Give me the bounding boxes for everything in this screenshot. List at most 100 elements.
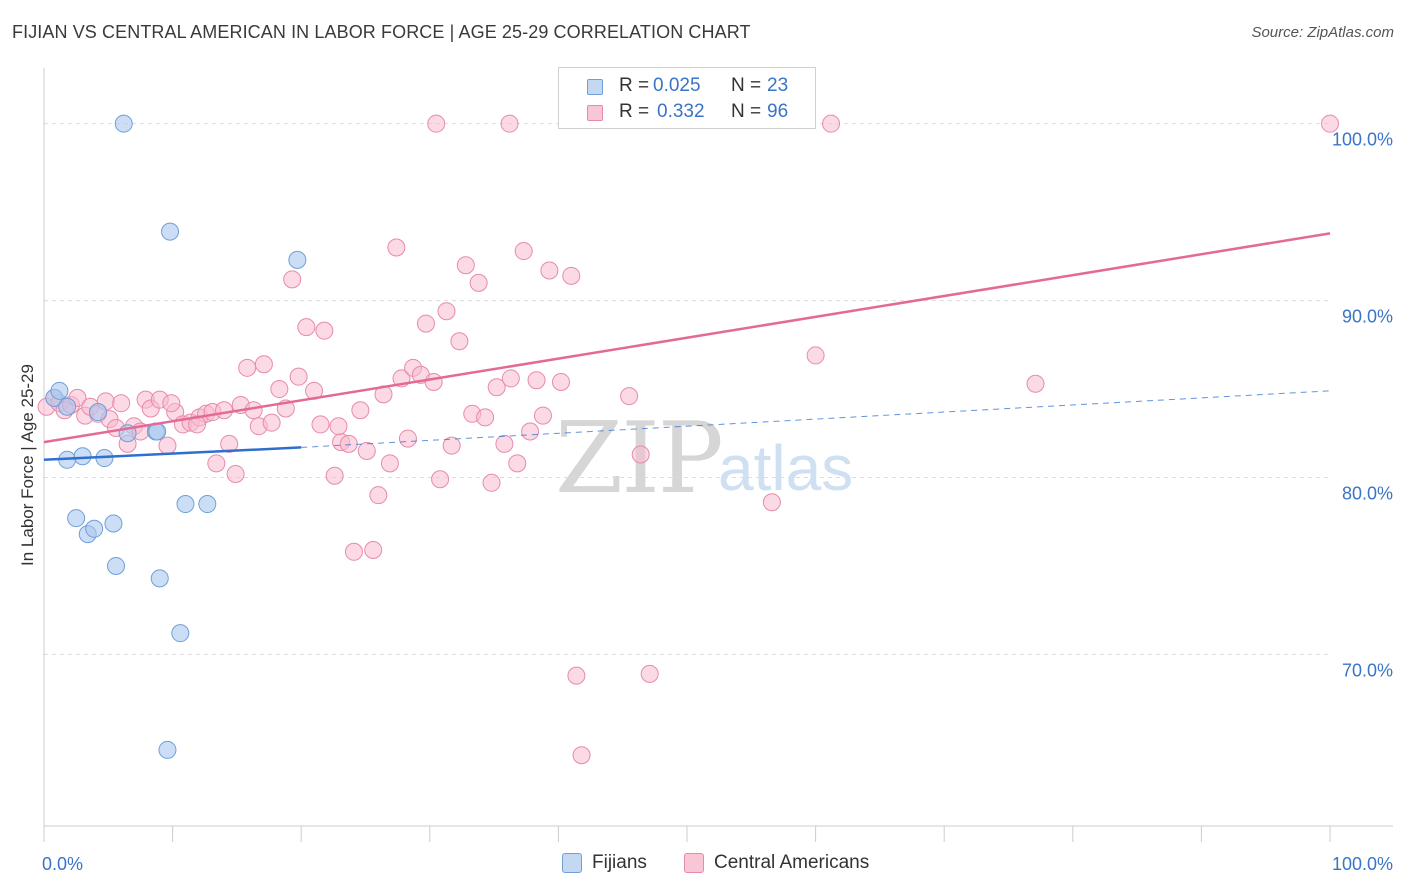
central-american-point bbox=[482, 473, 501, 492]
central-american-point bbox=[344, 542, 363, 561]
fijian-point bbox=[150, 569, 169, 588]
fijian-point bbox=[89, 403, 108, 422]
central-american-point bbox=[514, 242, 533, 261]
central-american-point bbox=[162, 394, 181, 413]
central-american-point bbox=[567, 666, 586, 685]
central-american-point bbox=[369, 486, 388, 505]
fijians-r-value: 0.025 bbox=[653, 75, 701, 96]
central-american-point bbox=[387, 238, 406, 257]
central-american-point bbox=[215, 401, 234, 420]
chart-source: Source: ZipAtlas.com bbox=[1251, 24, 1394, 41]
fijian-point bbox=[67, 509, 86, 528]
legend-r-label: R = bbox=[619, 101, 650, 122]
legend-n-label: N = bbox=[731, 75, 762, 96]
x-tick-labels: 0.0% 100.0% bbox=[42, 854, 1393, 874]
central-american-point bbox=[226, 464, 245, 483]
central-american-point bbox=[1321, 114, 1339, 133]
central-american-point bbox=[469, 273, 488, 292]
central-american-point bbox=[508, 454, 527, 473]
central-american-point bbox=[254, 355, 273, 374]
central-american-point bbox=[427, 114, 446, 133]
fijians-legend-swatch bbox=[562, 853, 582, 873]
bottom-legend-central-americans: Central Americans bbox=[684, 852, 870, 876]
fijians-trend-line bbox=[43, 446, 302, 462]
central-american-point bbox=[112, 394, 131, 413]
fijians-n-value: 23 bbox=[767, 75, 789, 96]
x-tick-label: 0.0% bbox=[42, 854, 83, 874]
central-american-point bbox=[270, 380, 289, 399]
central-american-point bbox=[487, 378, 506, 397]
central-american-point bbox=[364, 541, 383, 560]
central-american-point bbox=[500, 114, 519, 133]
central-american-point bbox=[806, 346, 825, 365]
central-american-point bbox=[442, 436, 461, 455]
central-american-point bbox=[220, 434, 239, 453]
axes bbox=[43, 68, 1393, 842]
central-american-point bbox=[551, 372, 570, 391]
central-american-point bbox=[495, 434, 514, 453]
central-american-point bbox=[1026, 374, 1045, 393]
fijian-point bbox=[288, 250, 307, 269]
central-american-point bbox=[262, 413, 281, 432]
fijian-point bbox=[107, 556, 126, 575]
central-american-point bbox=[762, 493, 781, 512]
central-american-point bbox=[380, 454, 399, 473]
central-american-point bbox=[437, 302, 456, 321]
correlation-legend: R = 0.025 N = 23 R = 0.332 N = 96 bbox=[558, 67, 816, 129]
central-americans-legend-swatch bbox=[684, 853, 704, 873]
central-american-point bbox=[311, 415, 330, 434]
central-american-point bbox=[540, 261, 559, 280]
fijian-point bbox=[158, 740, 177, 759]
x-tick-label: 100.0% bbox=[1332, 854, 1393, 874]
fijian-point bbox=[58, 397, 77, 416]
fijian-point bbox=[171, 624, 190, 643]
central-americans-swatch bbox=[587, 105, 603, 121]
central-american-point bbox=[207, 454, 226, 473]
fijian-point bbox=[114, 114, 133, 133]
central-american-point bbox=[521, 422, 540, 441]
fijian-point bbox=[85, 519, 104, 538]
fijians-points bbox=[45, 114, 307, 759]
central-american-point bbox=[822, 114, 841, 133]
central-american-point bbox=[238, 358, 257, 377]
fijian-point bbox=[176, 495, 195, 514]
central-americans-r-value: 0.332 bbox=[657, 101, 705, 122]
central-american-point bbox=[631, 445, 650, 464]
fijian-point bbox=[50, 381, 69, 400]
central-american-point bbox=[329, 417, 348, 436]
central-american-point bbox=[640, 664, 659, 683]
fijians-legend-label: Fijians bbox=[592, 852, 647, 873]
central-american-point bbox=[158, 436, 177, 455]
bottom-legend-fijians: Fijians bbox=[562, 852, 647, 876]
fijian-point bbox=[104, 514, 123, 533]
central-american-point bbox=[351, 401, 370, 420]
central-american-point bbox=[456, 256, 475, 275]
central-americans-legend-label: Central Americans bbox=[714, 852, 870, 873]
central-americans-points bbox=[37, 114, 1339, 765]
central-americans-trend-line bbox=[43, 232, 1331, 444]
central-american-point bbox=[325, 466, 344, 485]
central-american-point bbox=[188, 415, 207, 434]
y-axis-label: In Labor Force | Age 25-29 bbox=[18, 364, 37, 566]
central-american-point bbox=[297, 318, 316, 337]
central-american-point bbox=[620, 387, 639, 406]
fijians-trend-line-extension bbox=[301, 390, 1331, 448]
watermark-atlas: atlas bbox=[718, 432, 853, 504]
central-american-point bbox=[416, 314, 435, 333]
y-tick-label: 100.0% bbox=[1332, 130, 1393, 150]
y-tick-label: 70.0% bbox=[1342, 660, 1393, 680]
chart-title: FIJIAN VS CENTRAL AMERICAN IN LABOR FORC… bbox=[12, 22, 751, 42]
central-american-point bbox=[527, 371, 546, 390]
central-american-point bbox=[339, 434, 358, 453]
grid-lines bbox=[44, 123, 1330, 655]
central-american-point bbox=[533, 406, 552, 425]
central-american-point bbox=[357, 441, 376, 460]
fijian-point bbox=[73, 447, 92, 466]
y-tick-label: 90.0% bbox=[1342, 307, 1393, 327]
central-american-point bbox=[476, 408, 495, 427]
central-american-point bbox=[289, 367, 308, 386]
legend-n-label: N = bbox=[731, 101, 762, 122]
y-tick-label: 80.0% bbox=[1342, 483, 1393, 503]
fijians-swatch bbox=[587, 79, 603, 95]
